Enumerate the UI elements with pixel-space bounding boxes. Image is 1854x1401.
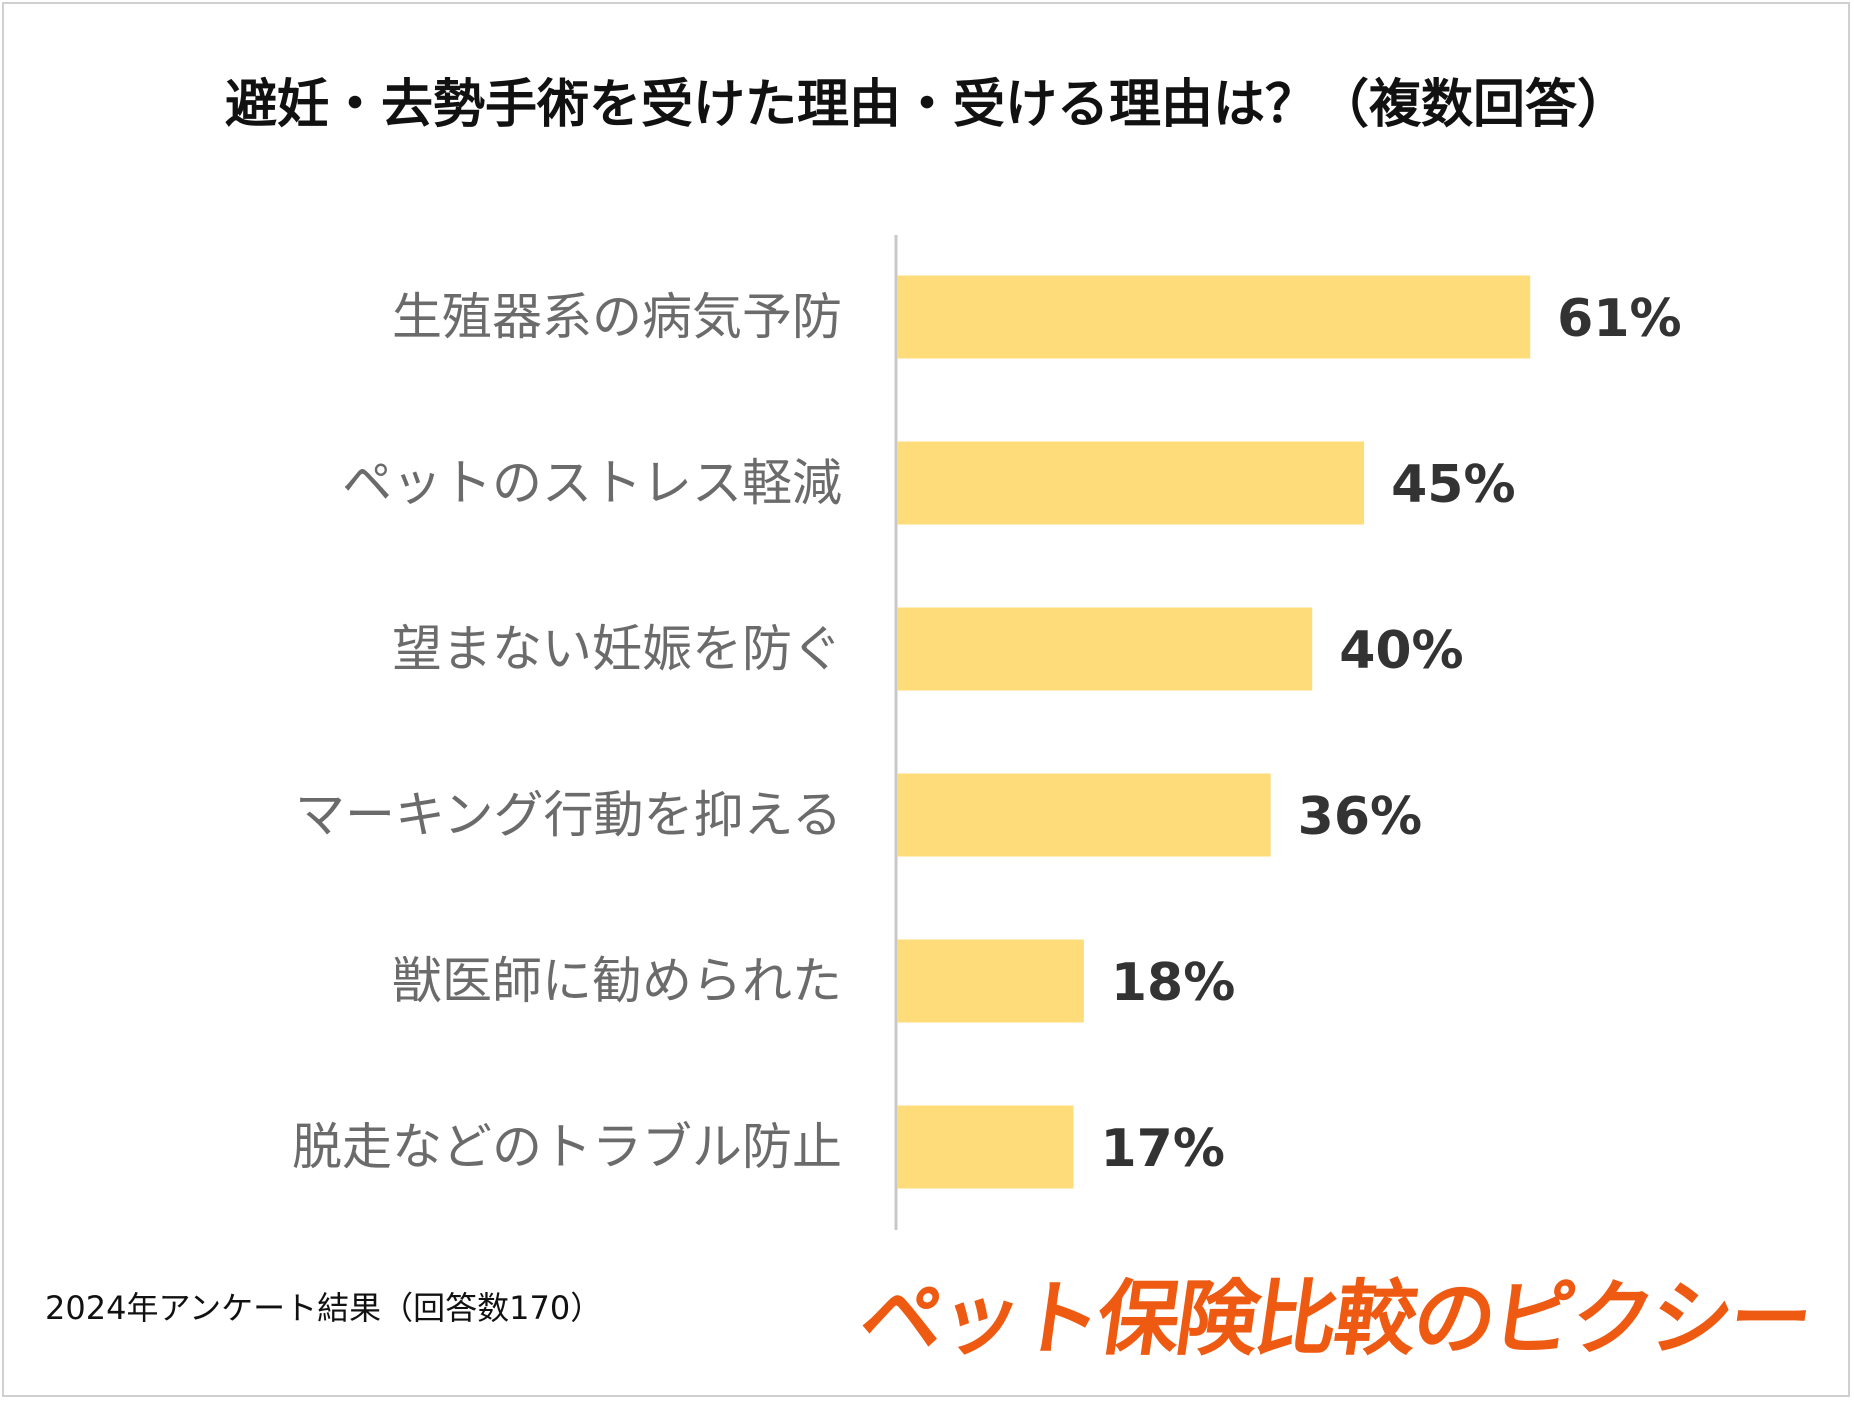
chart-title: 避妊・去勢手術を受けた理由・受ける理由は？（複数回答） [224,75,1629,135]
category-label: 脱走などのトラブル防止 [292,1118,842,1176]
bar [897,773,1271,857]
category-label: ペットのストレス軽減 [342,454,842,512]
category-label: 生殖器系の病気予防 [392,288,842,346]
category-label: マーキング行動を抑える [295,786,842,844]
category-label: 望まない妊娠を防ぐ [392,620,842,678]
value-label: 61% [1557,289,1681,349]
value-label: 36% [1298,787,1422,847]
brand-logo: ペット保険比較のピクシー [854,1272,1816,1367]
bar [897,607,1313,691]
category-label: 獣医師に勧められた [392,952,842,1010]
bar [897,275,1531,359]
bar [897,939,1084,1023]
bar [897,1105,1074,1189]
value-label: 40% [1339,621,1463,681]
value-label: 45% [1391,455,1515,515]
bar [897,441,1365,525]
survey-footnote: 2024年アンケート結果（回答数170） [45,1289,603,1327]
value-label: 17% [1100,1119,1224,1179]
value-label: 18% [1111,953,1235,1013]
